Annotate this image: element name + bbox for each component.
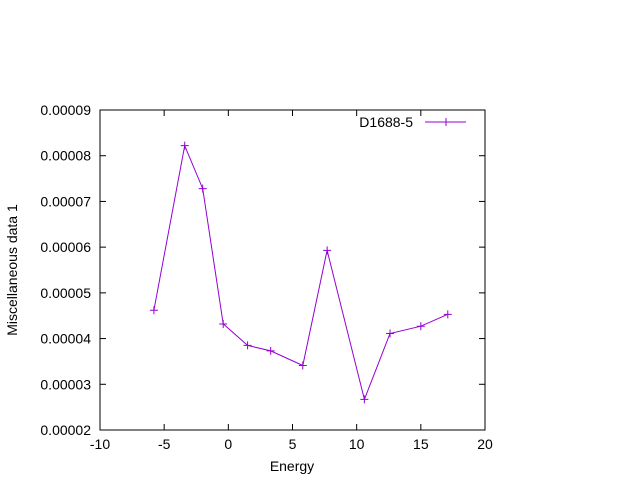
data-point-marker bbox=[360, 395, 369, 404]
y-tick-label: 0.00007 bbox=[40, 193, 91, 209]
data-point-marker bbox=[443, 310, 452, 319]
y-axis-label: Miscellaneous data 1 bbox=[4, 204, 20, 336]
y-tick-label: 0.00008 bbox=[40, 148, 91, 164]
series-line bbox=[153, 143, 449, 402]
data-point-marker bbox=[149, 306, 158, 315]
x-tick-label: 0 bbox=[224, 436, 232, 452]
data-point-marker bbox=[298, 361, 307, 370]
x-axis-label: Energy bbox=[270, 458, 314, 474]
data-point-marker bbox=[386, 329, 395, 338]
x-tick-label: -5 bbox=[158, 436, 171, 452]
y-tick-label: 0.00003 bbox=[40, 376, 91, 392]
y-tick-label: 0.00004 bbox=[40, 331, 91, 347]
series-layer bbox=[149, 141, 452, 404]
data-point-marker bbox=[219, 319, 228, 328]
data-point-marker bbox=[243, 341, 252, 350]
x-tick-label: -10 bbox=[90, 436, 110, 452]
data-point-marker bbox=[416, 322, 425, 331]
legend-label: D1688-5 bbox=[359, 114, 413, 130]
plot-frame bbox=[99, 109, 486, 431]
x-tick-label: 10 bbox=[349, 436, 365, 452]
data-point-marker bbox=[323, 246, 332, 255]
y-axis-ticks: 0.00002 0.00003 0.00004 0.00005 0.00006 0.000… bbox=[40, 102, 485, 438]
x-tick-label: 20 bbox=[477, 436, 493, 452]
y-tick-label: 0.00009 bbox=[40, 102, 91, 118]
y-tick-label: 0.00005 bbox=[40, 285, 91, 301]
data-point-marker bbox=[266, 346, 275, 355]
data-point-marker bbox=[180, 141, 189, 150]
x-tick-label: 5 bbox=[289, 436, 297, 452]
x-axis-ticks: -10 -5 0 5 10 15 20 bbox=[90, 110, 493, 452]
legend: D1688-5 bbox=[359, 114, 466, 130]
legend-marker bbox=[442, 118, 450, 126]
data-point-marker bbox=[198, 184, 207, 193]
y-tick-label: 0.00006 bbox=[40, 239, 91, 255]
y-tick-label: 0.00002 bbox=[40, 422, 91, 438]
x-tick-label: 15 bbox=[413, 436, 429, 452]
